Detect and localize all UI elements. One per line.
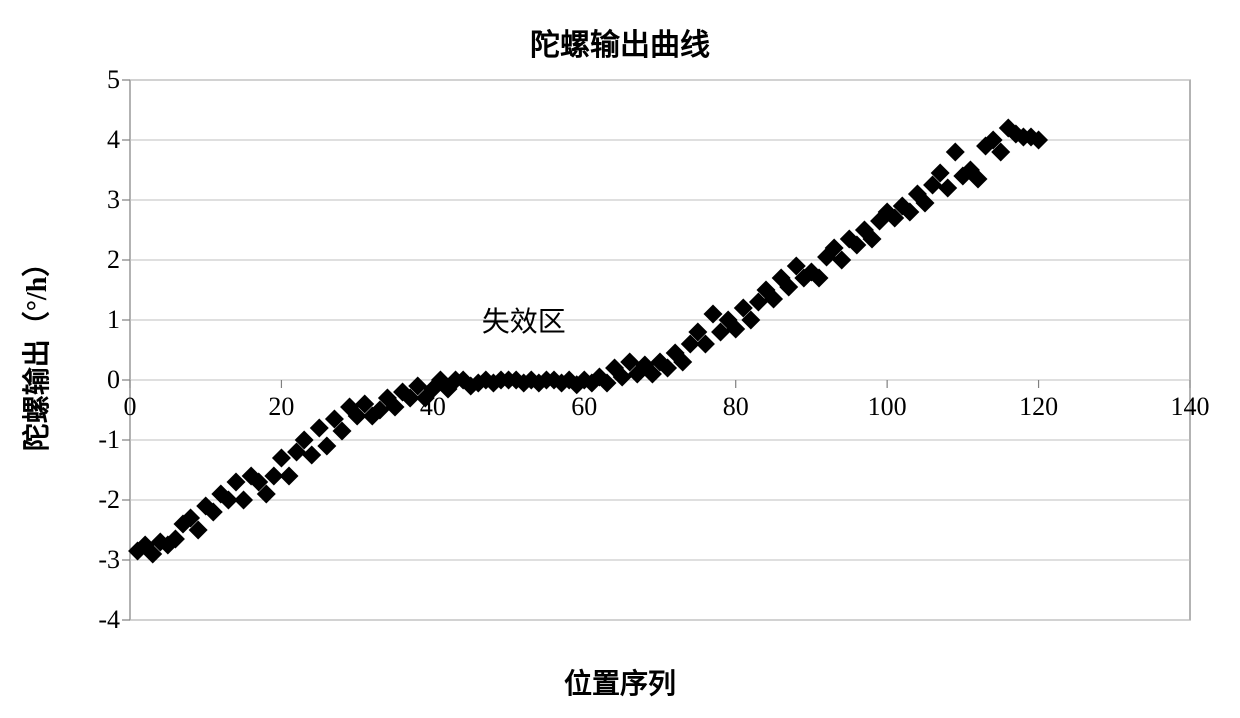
plot-area — [130, 80, 1190, 620]
ytick-label: 3 — [107, 185, 130, 215]
ytick-label: -3 — [98, 545, 130, 575]
y-axis-label: 陀螺输出（°/h） — [15, 249, 55, 452]
x-axis-label: 位置序列 — [0, 662, 1240, 702]
xtick-label: 120 — [1019, 386, 1058, 422]
xtick-label: 100 — [868, 386, 907, 422]
xtick-label: 140 — [1171, 386, 1210, 422]
chart-container: 陀螺输出曲线 陀螺输出（°/h） 位置序列 失效区 -4 -3 -2 -10 1 2 3 4 5… — [0, 0, 1240, 718]
chart-title: 陀螺输出曲线 — [0, 20, 1240, 64]
annotation-label: 失效区 — [482, 300, 566, 340]
ytick-label: 5 — [107, 65, 130, 95]
xtick-label: 20 — [268, 386, 294, 422]
plot-svg — [130, 80, 1190, 620]
xtick-label: 80 — [723, 386, 749, 422]
xtick-label: 40 — [420, 386, 446, 422]
ytick-label: 4 — [107, 125, 130, 155]
ytick-label: 2 — [107, 245, 130, 275]
ytick-label: -2 — [98, 485, 130, 515]
ytick-label: 1 — [107, 305, 130, 335]
ytick-label: -1 — [98, 425, 130, 455]
xtick-label: 0 — [124, 386, 137, 422]
xtick-label: 60 — [571, 386, 597, 422]
ytick-label: -4 — [98, 605, 130, 635]
